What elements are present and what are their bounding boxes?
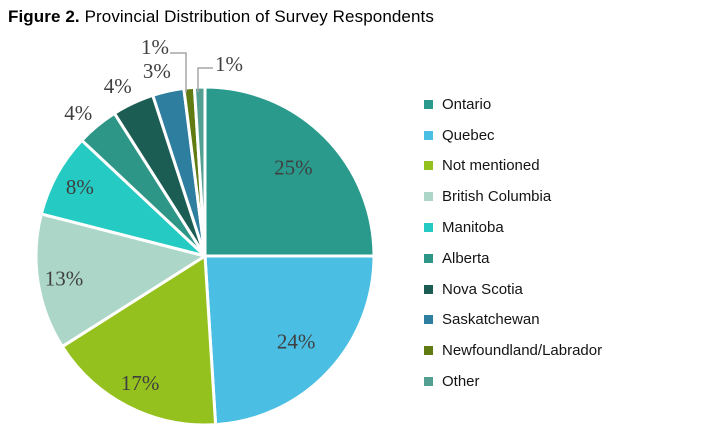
legend-item-manitoba: Manitoba (424, 212, 602, 243)
legend-item-quebec: Quebec (424, 120, 602, 151)
legend-item-newfoundland-labrador: Newfoundland/Labrador (424, 335, 602, 366)
pie-label-british-columbia: 13% (45, 266, 84, 290)
figure-label: Figure 2. (8, 7, 80, 26)
legend-swatch-icon (424, 223, 433, 233)
pie-slice-ontario (203, 85, 376, 258)
legend-item-other: Other (424, 366, 602, 397)
legend-label: Ontario (442, 95, 492, 113)
legend-label: Manitoba (442, 219, 504, 237)
legend-item-alberta: Alberta (424, 243, 602, 274)
pie-label-manitoba: 8% (66, 175, 94, 199)
legend-swatch-icon (424, 192, 433, 202)
pie-label-alberta: 4% (64, 101, 92, 125)
legend-swatch-icon (424, 377, 433, 387)
legend-label: Quebec (442, 126, 495, 144)
pie-label-quebec: 24% (277, 330, 316, 354)
pie-label-newfoundland-labrador: 1% (141, 35, 169, 59)
figure-title: Figure 2. Provincial Distribution of Sur… (8, 7, 434, 27)
legend-label: Alberta (442, 249, 490, 267)
legend-swatch-icon (424, 99, 433, 109)
legend-swatch-icon (424, 346, 433, 356)
pie-label-ontario: 25% (274, 156, 313, 180)
legend-swatch-icon (424, 161, 433, 171)
pie-slice-not-mentioned (60, 253, 218, 427)
legend-label: British Columbia (442, 188, 552, 206)
pie-label-saskatchewan: 3% (143, 59, 171, 83)
pie-slice-british-columbia (34, 212, 209, 349)
legend-label: Not mentioned (442, 157, 540, 175)
legend-label: Saskatchewan (442, 311, 540, 329)
legend-swatch-icon (424, 130, 433, 140)
legend-item-ontario: Ontario (424, 89, 602, 120)
legend-swatch-icon (424, 315, 433, 325)
legend-swatch-icon (424, 284, 433, 294)
legend-label: Other (442, 373, 480, 391)
pie-label-other: 1% (215, 52, 243, 76)
legend-label: Nova Scotia (442, 280, 523, 298)
legend: Ontario Quebec Not mentioned British Columb… (424, 89, 602, 397)
pie-slice-other (192, 85, 207, 257)
legend-item-not-mentioned: Not mentioned (424, 151, 602, 182)
pie-label-nova-scotia: 4% (104, 74, 132, 98)
figure-title-text: Provincial Distribution of Survey Respon… (84, 7, 434, 26)
legend-item-nova-scotia: Nova Scotia (424, 274, 602, 305)
legend-item-saskatchewan: Saskatchewan (424, 305, 602, 336)
leader-line-newfoundland-labrador (170, 52, 187, 93)
legend-swatch-icon (424, 253, 433, 263)
legend-item-british-columbia: British Columbia (424, 181, 602, 212)
leader-line-other (197, 67, 213, 92)
legend-label: Newfoundland/Labrador (442, 342, 603, 360)
pie-slice-quebec (203, 254, 376, 427)
pie-label-not-mentioned: 17% (121, 371, 160, 395)
